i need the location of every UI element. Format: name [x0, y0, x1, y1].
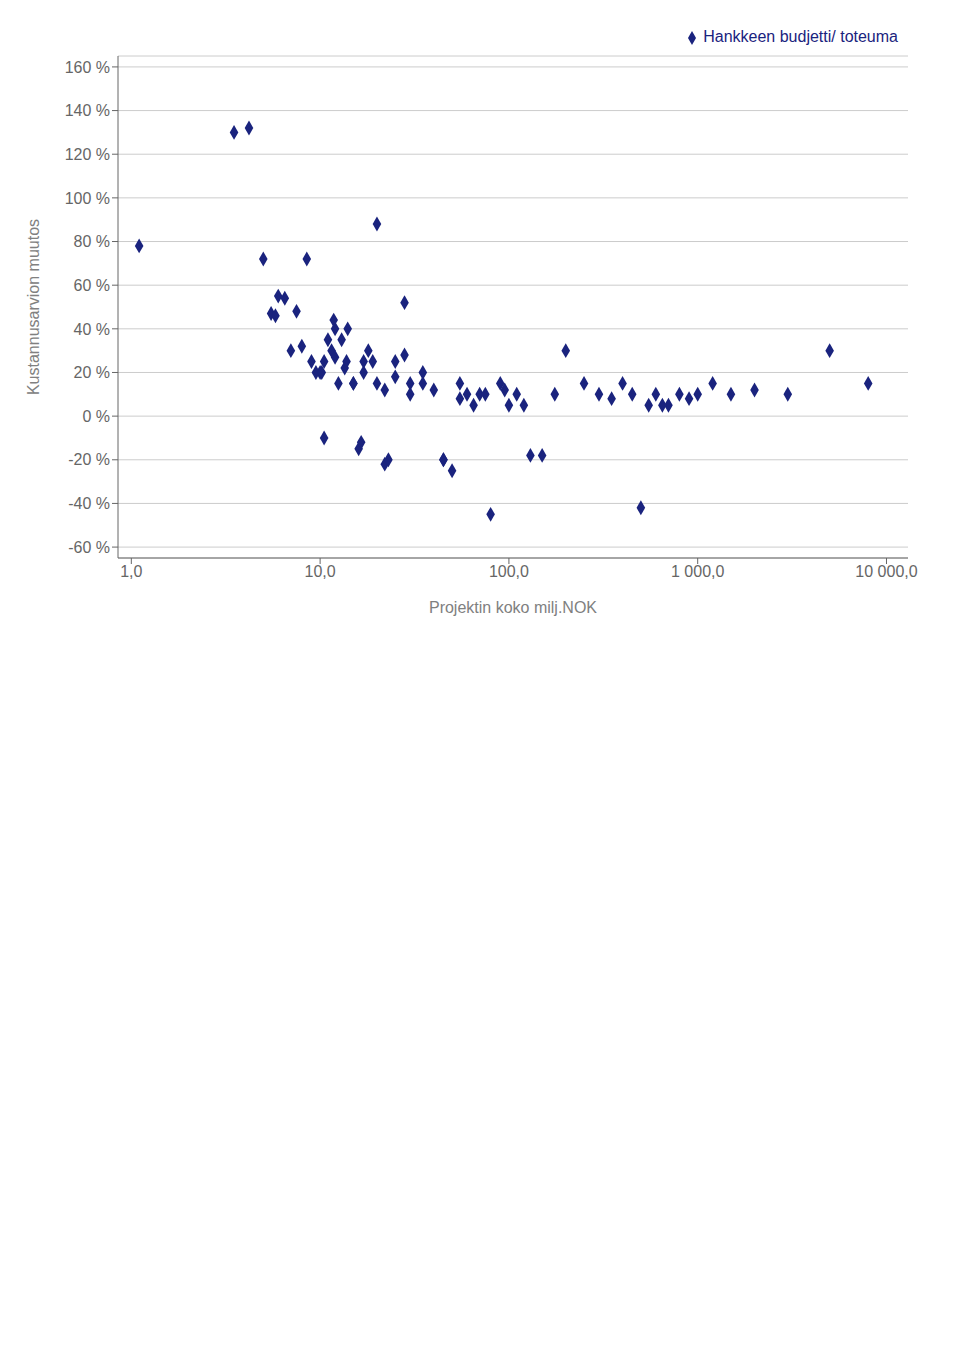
svg-text:40 %: 40 %: [74, 321, 110, 338]
svg-text:80 %: 80 %: [74, 233, 110, 250]
svg-text:100,0: 100,0: [489, 563, 529, 580]
svg-text:Kustannusarvion muutos: Kustannusarvion muutos: [25, 219, 42, 395]
svg-text:-60 %: -60 %: [68, 539, 110, 556]
svg-text:140 %: 140 %: [65, 102, 110, 119]
svg-text:0 %: 0 %: [82, 408, 110, 425]
svg-text:160 %: 160 %: [65, 59, 110, 76]
svg-text:10 000,0: 10 000,0: [855, 563, 917, 580]
svg-text:60 %: 60 %: [74, 277, 110, 294]
svg-text:10,0: 10,0: [305, 563, 336, 580]
svg-text:20 %: 20 %: [74, 364, 110, 381]
svg-text:120 %: 120 %: [65, 146, 110, 163]
svg-text:1,0: 1,0: [120, 563, 142, 580]
svg-text:-40 %: -40 %: [68, 495, 110, 512]
svg-text:Projektin koko milj.NOK: Projektin koko milj.NOK: [429, 599, 597, 616]
svg-text:100 %: 100 %: [65, 190, 110, 207]
svg-text:-20 %: -20 %: [68, 451, 110, 468]
svg-text:1 000,0: 1 000,0: [671, 563, 724, 580]
html-text:Hankkeen budjetti/ toteuma: Hankkeen budjetti/ toteuma: [703, 28, 898, 45]
